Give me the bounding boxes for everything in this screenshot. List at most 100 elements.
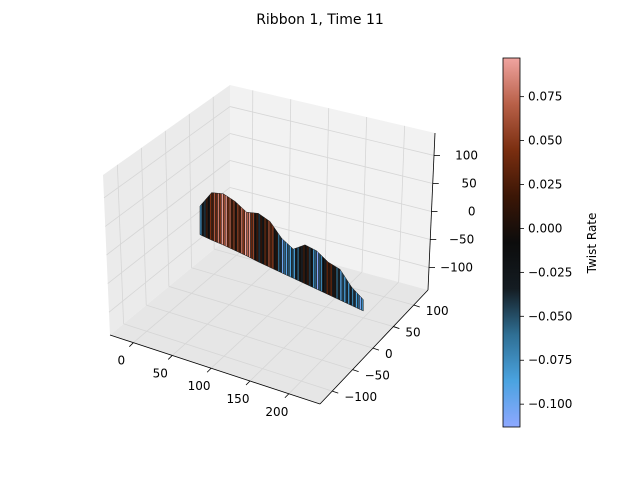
x-tick-mark [245, 380, 251, 386]
ribbon-strip [234, 200, 238, 252]
ribbon-strip [240, 206, 244, 255]
y-gridline-floor [191, 267, 394, 327]
z-gridline-back [229, 187, 431, 240]
ribbon-strip [271, 223, 275, 270]
colorbar-tick-label: −0.050 [528, 309, 572, 323]
ribbon-strip [275, 229, 279, 272]
x-tick-label: 150 [227, 392, 250, 406]
x-tick-mark [129, 342, 134, 347]
x-tick-label: 100 [188, 379, 211, 393]
colorbar-tick-label: −0.075 [528, 353, 572, 367]
ribbon-strip [203, 198, 207, 238]
ribbon-strip [283, 239, 286, 276]
ribbon-strip [285, 241, 288, 276]
ribbon-strip [221, 193, 224, 246]
ribbon-strip [361, 296, 364, 312]
y-tick-label: 0 [385, 347, 393, 361]
ribbon-strip [217, 192, 220, 244]
ribbon-strip [219, 193, 222, 245]
y-tick-label: 50 [405, 326, 420, 340]
x-gridline-floor [133, 241, 253, 343]
ribbon-strip [293, 248, 296, 280]
colorbar-tick-label: 0.075 [528, 90, 562, 104]
ribbon-strip [238, 204, 242, 254]
z-tick-label: 0 [468, 205, 476, 219]
z-gridline-back [229, 106, 435, 156]
ribbon-strip [314, 249, 317, 290]
ribbon-strip [330, 262, 333, 297]
y-tick-mark [352, 369, 359, 372]
ribbon-strip [341, 271, 345, 303]
ribbon-strip [230, 198, 234, 250]
ribbon-strip [248, 212, 251, 259]
ribbon-strip [295, 247, 298, 281]
floor-pane [110, 236, 428, 404]
ribbon-strip [232, 199, 236, 251]
x-tick-mark [167, 355, 173, 360]
ribbon-strip [199, 203, 203, 236]
y-tick-mark [393, 326, 400, 329]
ribbon-strip [258, 212, 261, 264]
y-tick-mark [413, 304, 420, 308]
ribbon-strip [300, 245, 304, 284]
z-gridline-left [105, 133, 231, 227]
z-tick-label: 50 [461, 176, 476, 190]
colorbar-label: Twist Rate [585, 213, 599, 275]
ribbon-strip [349, 283, 352, 306]
ribbon-strip [359, 294, 362, 311]
ribbon-strip [296, 246, 300, 282]
colorbar: 0.075 0.050 0.025 0.000 −0.025 −0.050 −0.075 −0… [502, 57, 599, 428]
ribbon-strip [326, 259, 329, 295]
z-tick-label: −50 [449, 233, 474, 247]
ribbon-strip [242, 208, 245, 256]
x-tick-mark [206, 367, 212, 373]
x-tick-label: 0 [118, 354, 126, 368]
ribbon-strip [236, 202, 240, 253]
x-gridline-floor [171, 251, 289, 356]
colorbar-ticks: 0.075 0.050 0.025 0.000 −0.025 −0.050 −0.075 −0… [520, 90, 572, 411]
ribbon-strip [302, 244, 306, 285]
ribbon-strip [246, 211, 249, 258]
ribbon-strip [265, 218, 269, 267]
ribbon-strip [304, 244, 308, 286]
colorbar-tick-label: 0.025 [528, 178, 562, 192]
ribbon-strip [277, 231, 280, 273]
colorbar-tick-label: 0.000 [528, 221, 562, 235]
colorbar-tick-label: −0.100 [528, 397, 572, 411]
y-axis-ticks: −100 −50 0 50 100 [332, 304, 449, 404]
ribbon-strip [343, 274, 347, 304]
ribbon-strip [306, 245, 310, 286]
ribbon-strip [318, 252, 321, 292]
ribbon-strip [351, 286, 354, 307]
x-axis-line [109, 334, 321, 405]
ribbon-surface [199, 191, 364, 312]
ribbon-strip [281, 237, 284, 275]
ribbon-strip [215, 192, 218, 243]
colorbar-tick-label: 0.050 [528, 134, 562, 148]
z-tick-label: −100 [440, 261, 473, 275]
z-gridline-left [106, 160, 231, 256]
ribbon-strip [201, 200, 205, 237]
x-gridline-floor [288, 281, 399, 395]
ribbon-strip [209, 191, 212, 241]
ribbon-strip [322, 255, 325, 294]
ribbon-strip [308, 246, 312, 287]
ribbon-strip [226, 195, 230, 249]
ribbon-strip [260, 214, 263, 265]
ribbon-strip [213, 192, 216, 243]
z-gridline-left [103, 106, 231, 199]
y-tick-label: 100 [426, 304, 449, 318]
ribbon-strip [207, 194, 210, 240]
ribbon-strip [261, 215, 265, 266]
ribbon-strip [316, 250, 319, 291]
ribbon-strip [347, 280, 350, 305]
y-gridline-floor [146, 304, 353, 370]
ribbon-strip [254, 212, 257, 262]
ribbon-strip [324, 257, 327, 295]
colorbar-fill [502, 57, 521, 428]
ribbon-strip [263, 216, 267, 266]
ribbon-strip [225, 194, 228, 248]
ribbon-strip [320, 254, 323, 293]
ribbon-strip [211, 192, 214, 242]
